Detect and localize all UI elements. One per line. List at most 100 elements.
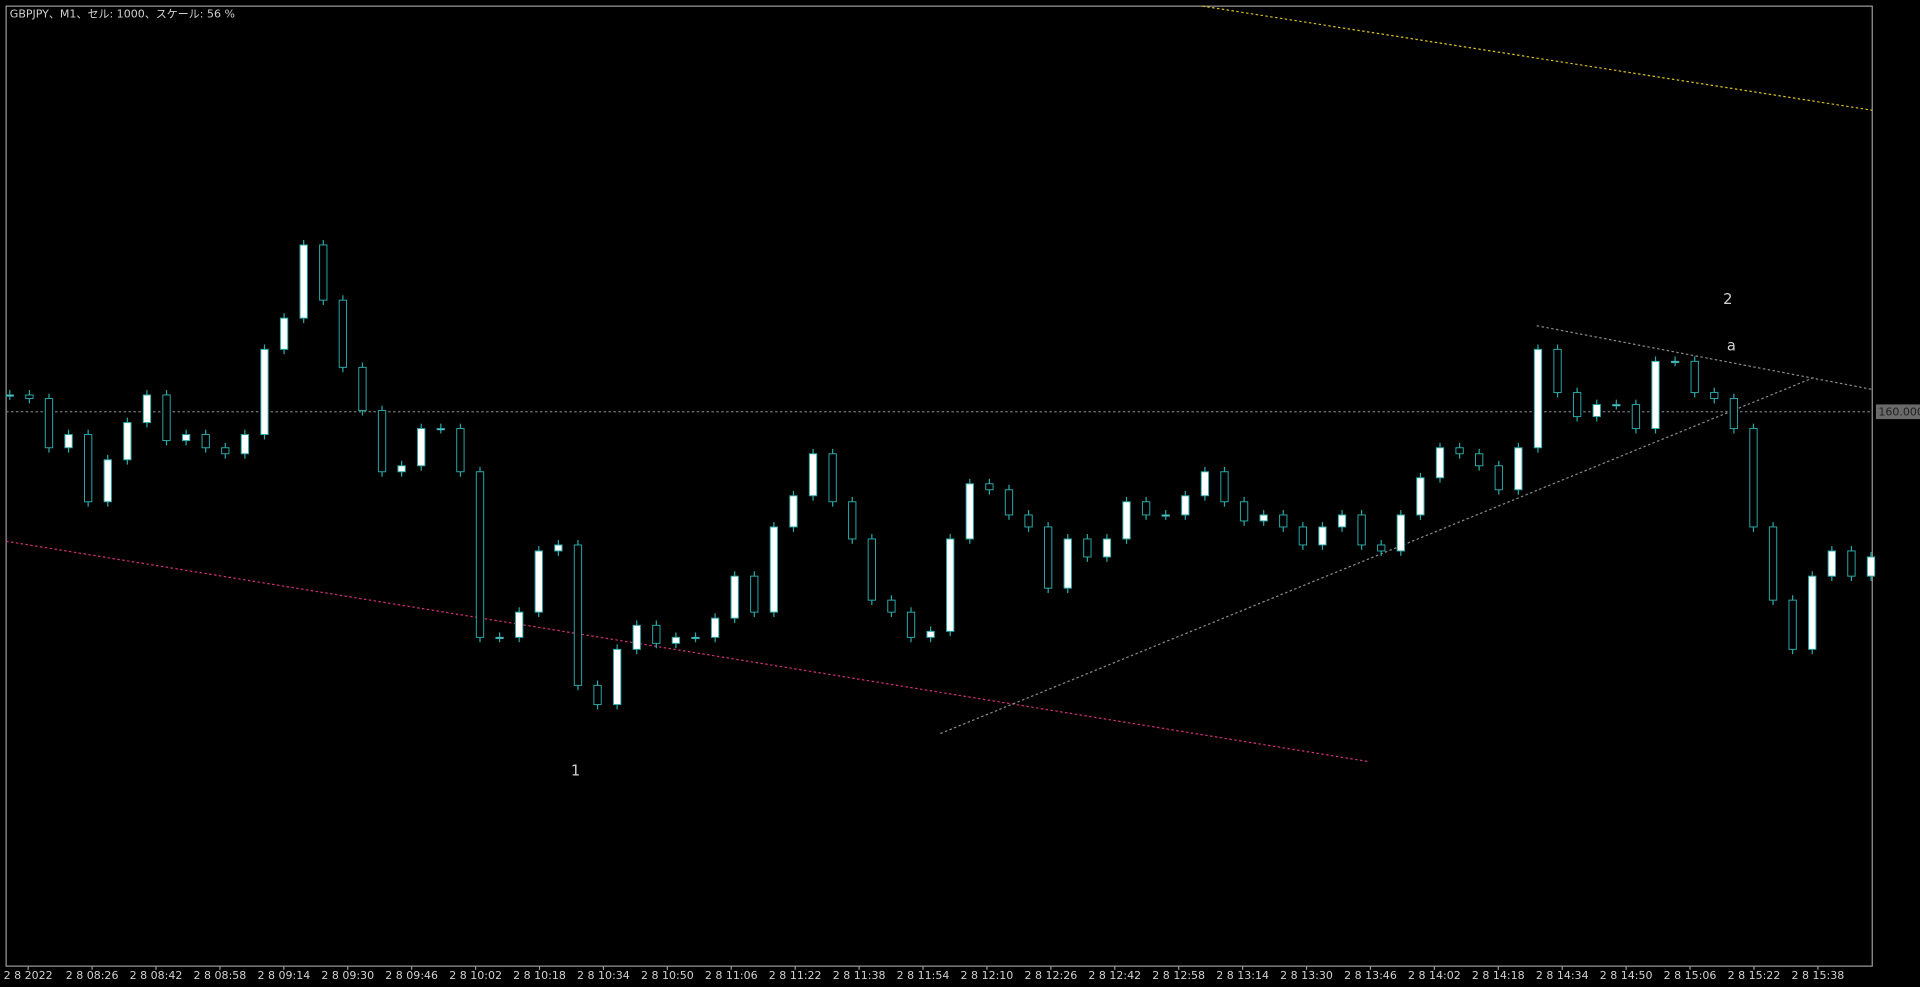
price-label: 160.000 [1878, 405, 1920, 418]
x-tick-label: 2 8 12:10 [961, 969, 1014, 982]
x-tick-label: 2 8 14:34 [1536, 969, 1589, 982]
candle-body [1024, 514, 1033, 528]
candle-body [1572, 392, 1582, 418]
candle-body [319, 244, 328, 301]
candle-body [377, 410, 387, 473]
x-tick-label: 2 8 09:30 [321, 969, 374, 982]
x-tick-label: 2 8 11:38 [833, 969, 886, 982]
candle-body [1044, 526, 1053, 589]
candle-body [123, 422, 132, 461]
candle-body [789, 495, 798, 528]
candle-body [887, 599, 896, 613]
candle-body [1141, 501, 1151, 516]
chart-title: GBPJPY、M1、セル: 1000、スケール: 56 % [10, 8, 235, 21]
candle-body [25, 394, 34, 400]
candle-body [1357, 514, 1366, 546]
candle-body [1514, 447, 1523, 491]
candle-body [1435, 447, 1445, 479]
candle-body [926, 630, 935, 638]
x-tick-label: 2 8 2022 [4, 969, 53, 982]
candle-body [769, 526, 779, 613]
x-tick-label: 2 8 15:06 [1664, 969, 1717, 982]
candle-body [965, 483, 974, 540]
candle-body [1553, 348, 1562, 394]
candle-body [64, 434, 73, 449]
candle-body [828, 453, 837, 503]
candle-body [1847, 550, 1856, 577]
candle-body [44, 398, 54, 449]
candle-body [906, 611, 916, 638]
candle-body [240, 434, 250, 455]
candle-body [279, 317, 289, 350]
candle-body [1161, 514, 1170, 517]
candle-body [495, 636, 504, 640]
candle-body [456, 428, 465, 473]
x-tick-label: 2 8 15:22 [1728, 969, 1781, 982]
candle-body [417, 428, 426, 467]
x-tick-label: 2 8 11:54 [897, 969, 950, 982]
candle-body [1396, 514, 1405, 552]
candle-body [1122, 501, 1131, 540]
trend-line [1202, 5, 1873, 111]
x-tick-label: 2 8 10:34 [577, 969, 630, 982]
candle-body [710, 617, 720, 638]
candle-body [848, 501, 857, 540]
candle-body [1494, 465, 1503, 491]
x-tick-label: 2 8 12:26 [1024, 969, 1077, 982]
candle-body [1612, 404, 1621, 407]
x-tick-label: 2 8 15:38 [1791, 969, 1844, 982]
candle-body [1592, 404, 1601, 418]
candle-body [1102, 538, 1112, 558]
candle-body [260, 348, 269, 436]
candle-body [299, 244, 308, 319]
candle-body [1239, 501, 1249, 522]
candle-body [730, 575, 739, 619]
candle-body [1259, 514, 1268, 522]
candle-body [1416, 477, 1425, 516]
trend-line [1536, 325, 1873, 391]
candle-body [5, 394, 14, 397]
candle-body [142, 394, 152, 424]
candle-body [1729, 398, 1739, 430]
candle-body [1690, 360, 1699, 394]
candle-body [1063, 538, 1072, 589]
candle-body [436, 428, 445, 431]
candle-body [1866, 556, 1876, 577]
x-tick-label: 2 8 14:50 [1600, 969, 1653, 982]
candle-body [1475, 453, 1484, 467]
x-tick-label: 2 8 12:42 [1088, 969, 1141, 982]
x-tick-label: 2 8 10:50 [641, 969, 694, 982]
candle-body [946, 538, 955, 632]
x-tick-label: 2 8 09:46 [385, 969, 438, 982]
candle-body [1200, 471, 1210, 497]
candle-body [1749, 428, 1758, 528]
candle-body [475, 471, 485, 638]
x-tick-label: 2 8 08:26 [66, 969, 119, 982]
trend-line [6, 540, 1370, 763]
candle-body [1181, 495, 1190, 516]
candle-body [181, 434, 191, 442]
x-tick-label: 2 8 12:58 [1152, 969, 1205, 982]
candle-body [985, 483, 994, 491]
candle-body [612, 648, 622, 706]
x-tick-label: 2 8 14:18 [1472, 969, 1525, 982]
candle-body [358, 366, 367, 412]
trend-line [940, 376, 1815, 735]
candle-body [671, 636, 681, 644]
wave-label: 2 [1723, 291, 1732, 308]
candle-body [1455, 447, 1464, 455]
x-tick-label: 2 8 08:42 [130, 969, 183, 982]
candle-body [1318, 526, 1327, 546]
candle-body [1651, 360, 1660, 430]
candle-body [1827, 550, 1836, 577]
candle-body [632, 624, 641, 650]
candle-body [573, 544, 583, 686]
x-tick-label: 2 8 08:58 [194, 969, 247, 982]
candle-body [1377, 544, 1386, 552]
x-tick-label: 2 8 09:14 [257, 969, 310, 982]
candle-body [1220, 471, 1229, 503]
candle-body [1533, 348, 1543, 449]
candle-body [162, 394, 171, 442]
